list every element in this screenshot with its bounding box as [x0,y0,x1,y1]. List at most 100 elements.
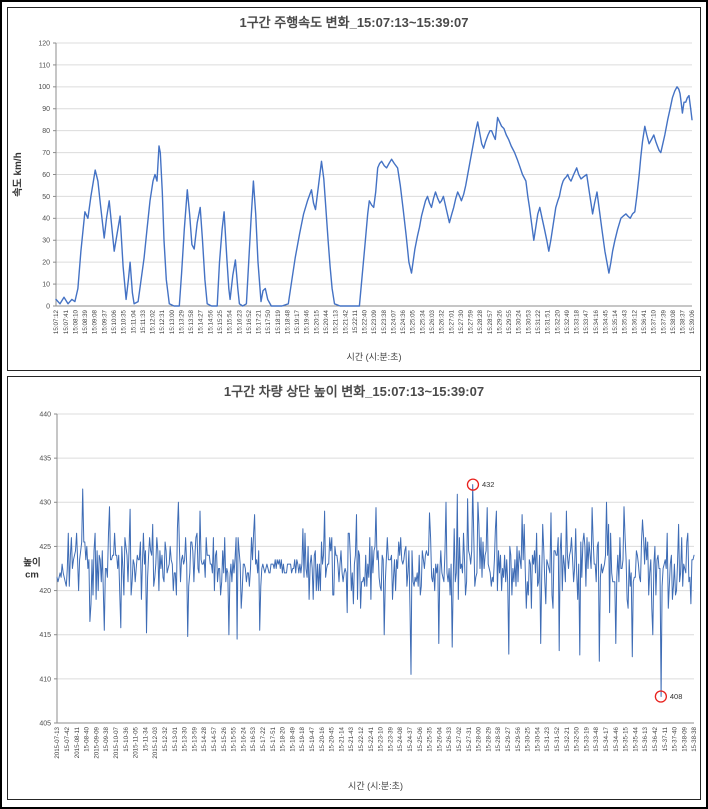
svg-text:속도 km/h: 속도 km/h [12,152,24,197]
svg-text:15:08:10: 15:08:10 [72,309,79,334]
svg-text:15:31:22: 15:31:22 [535,309,542,334]
svg-text:15-16-53: 15-16-53 [250,726,257,751]
svg-text:15-07-42: 15-07-42 [64,726,71,751]
svg-text:15:38:08: 15:38:08 [670,309,677,334]
svg-text:15:23:09: 15:23:09 [371,309,378,334]
svg-text:100: 100 [38,84,50,91]
svg-text:15:33:18: 15:33:18 [574,309,581,334]
svg-text:90: 90 [42,106,50,113]
svg-text:15:11:04: 15:11:04 [130,309,137,333]
speed-chart-title: 1구간 주행속도 변화_15:07:13~15:39:07 [239,15,469,30]
svg-text:15:25:05: 15:25:05 [410,309,417,334]
svg-text:시간 (시:분:초): 시간 (시:분:초) [347,352,402,362]
svg-text:15-24-37: 15-24-37 [407,726,414,751]
svg-text:15:20:15: 15:20:15 [313,309,320,334]
svg-text:410: 410 [39,676,51,683]
svg-text:15:33:47: 15:33:47 [583,309,590,334]
svg-text:80: 80 [42,128,50,135]
svg-text:408: 408 [670,692,683,701]
svg-text:15:10:06: 15:10:06 [111,309,118,334]
svg-text:425: 425 [39,544,51,551]
svg-text:15-21-43: 15-21-43 [348,726,355,751]
svg-text:15:07:12: 15:07:12 [53,309,60,334]
svg-text:15-23-39: 15-23-39 [387,726,394,751]
svg-text:15:29:55: 15:29:55 [506,309,513,334]
svg-text:시간 (시:분:초): 시간 (시:분:초) [348,781,403,791]
svg-text:15:35:14: 15:35:14 [612,309,619,334]
svg-text:15-21-14: 15-21-14 [338,726,345,751]
svg-text:15:32:49: 15:32:49 [564,309,571,334]
svg-text:15-35-44: 15-35-44 [632,726,639,751]
svg-text:15-18-20: 15-18-20 [280,726,287,751]
svg-text:15:15:54: 15:15:54 [227,309,234,334]
svg-text:15:28:28: 15:28:28 [477,309,484,334]
svg-text:15-33-19: 15-33-19 [583,726,590,751]
svg-text:15:28:57: 15:28:57 [487,309,494,334]
svg-text:15:22:40: 15:22:40 [362,309,369,334]
svg-text:15-34-17: 15-34-17 [603,726,610,751]
svg-text:15:14:56: 15:14:56 [207,309,214,334]
svg-text:15:09:37: 15:09:37 [101,309,108,334]
svg-text:15-36-13: 15-36-13 [642,726,649,751]
svg-text:15:12:31: 15:12:31 [159,309,166,334]
height-chart-title: 1구간 차량 상단 높이 변화_15:07:13~15:39:07 [223,384,485,399]
svg-text:15:35:43: 15:35:43 [622,309,629,334]
svg-text:15-13-01: 15-13-01 [172,726,179,751]
svg-text:2015-10-07: 2015-10-07 [113,726,120,758]
svg-text:15-26-33: 15-26-33 [446,726,453,751]
svg-text:cm: cm [25,570,39,581]
svg-text:15:13:58: 15:13:58 [188,309,195,334]
svg-text:15:09:08: 15:09:08 [92,309,99,334]
svg-text:430: 430 [39,500,51,507]
svg-text:15-37-11: 15-37-11 [662,726,669,751]
svg-text:15-15-26: 15-15-26 [221,726,228,751]
svg-text:15-32-21: 15-32-21 [564,726,571,751]
svg-text:110: 110 [39,62,50,69]
svg-text:15:12:02: 15:12:02 [150,309,157,334]
svg-text:420: 420 [39,588,51,595]
svg-text:15-38-09: 15-38-09 [681,726,688,751]
svg-text:15-25-35: 15-25-35 [427,726,434,751]
svg-text:15:19:46: 15:19:46 [304,309,311,334]
svg-text:15-29-27: 15-29-27 [505,726,512,751]
svg-text:15-17-51: 15-17-51 [270,726,277,751]
svg-text:15-28-58: 15-28-58 [495,726,502,751]
svg-text:15:13:00: 15:13:00 [169,309,176,334]
svg-text:15-32-50: 15-32-50 [574,726,581,751]
height-chart-plot: 405 410 415 420 425 430 435 440 2015-07-13 15-07-… [23,411,698,791]
svg-text:15:22:11: 15:22:11 [352,309,359,333]
svg-text:15-20-16: 15-20-16 [319,726,326,751]
svg-text:15:31:51: 15:31:51 [545,309,552,334]
svg-text:15:37:39: 15:37:39 [660,309,667,334]
svg-text:440: 440 [39,411,51,418]
svg-text:15-09-38: 15-09-38 [103,726,110,751]
svg-text:15:14:27: 15:14:27 [198,309,205,334]
svg-text:2015-08-11: 2015-08-11 [74,726,81,758]
svg-text:15:17:50: 15:17:50 [265,309,272,334]
svg-text:15:21:13: 15:21:13 [333,309,340,334]
svg-text:15-10-36: 15-10-36 [123,726,130,751]
svg-text:415: 415 [39,632,51,639]
svg-text:15:39:06: 15:39:06 [689,309,696,334]
svg-text:0: 0 [46,303,50,310]
svg-text:15:32:20: 15:32:20 [554,309,561,334]
svg-text:2015-12-03: 2015-12-03 [152,726,159,758]
svg-text:15-30-54: 15-30-54 [534,726,541,751]
svg-text:15-30-25: 15-30-25 [525,726,532,751]
svg-text:15:27:59: 15:27:59 [468,309,475,334]
svg-text:15-19-18: 15-19-18 [299,726,306,751]
svg-text:15-24-08: 15-24-08 [397,726,404,751]
svg-text:405: 405 [39,720,51,727]
speed-chart-panel: 1구간 주행속도 변화_15:07:13~15:39:07 0 10 20 30 40 5… [7,7,701,371]
svg-text:15-14-28: 15-14-28 [201,726,208,751]
svg-text:15:10:35: 15:10:35 [121,309,128,334]
svg-text:15-34-46: 15-34-46 [613,726,620,751]
svg-text:15:27:01: 15:27:01 [448,309,455,334]
svg-text:15-31-23: 15-31-23 [544,726,551,751]
svg-text:15:27:30: 15:27:30 [458,309,465,334]
svg-text:15-29-56: 15-29-56 [515,726,522,751]
svg-text:15-13-59: 15-13-59 [191,726,198,751]
svg-text:15-17-22: 15-17-22 [260,726,267,751]
